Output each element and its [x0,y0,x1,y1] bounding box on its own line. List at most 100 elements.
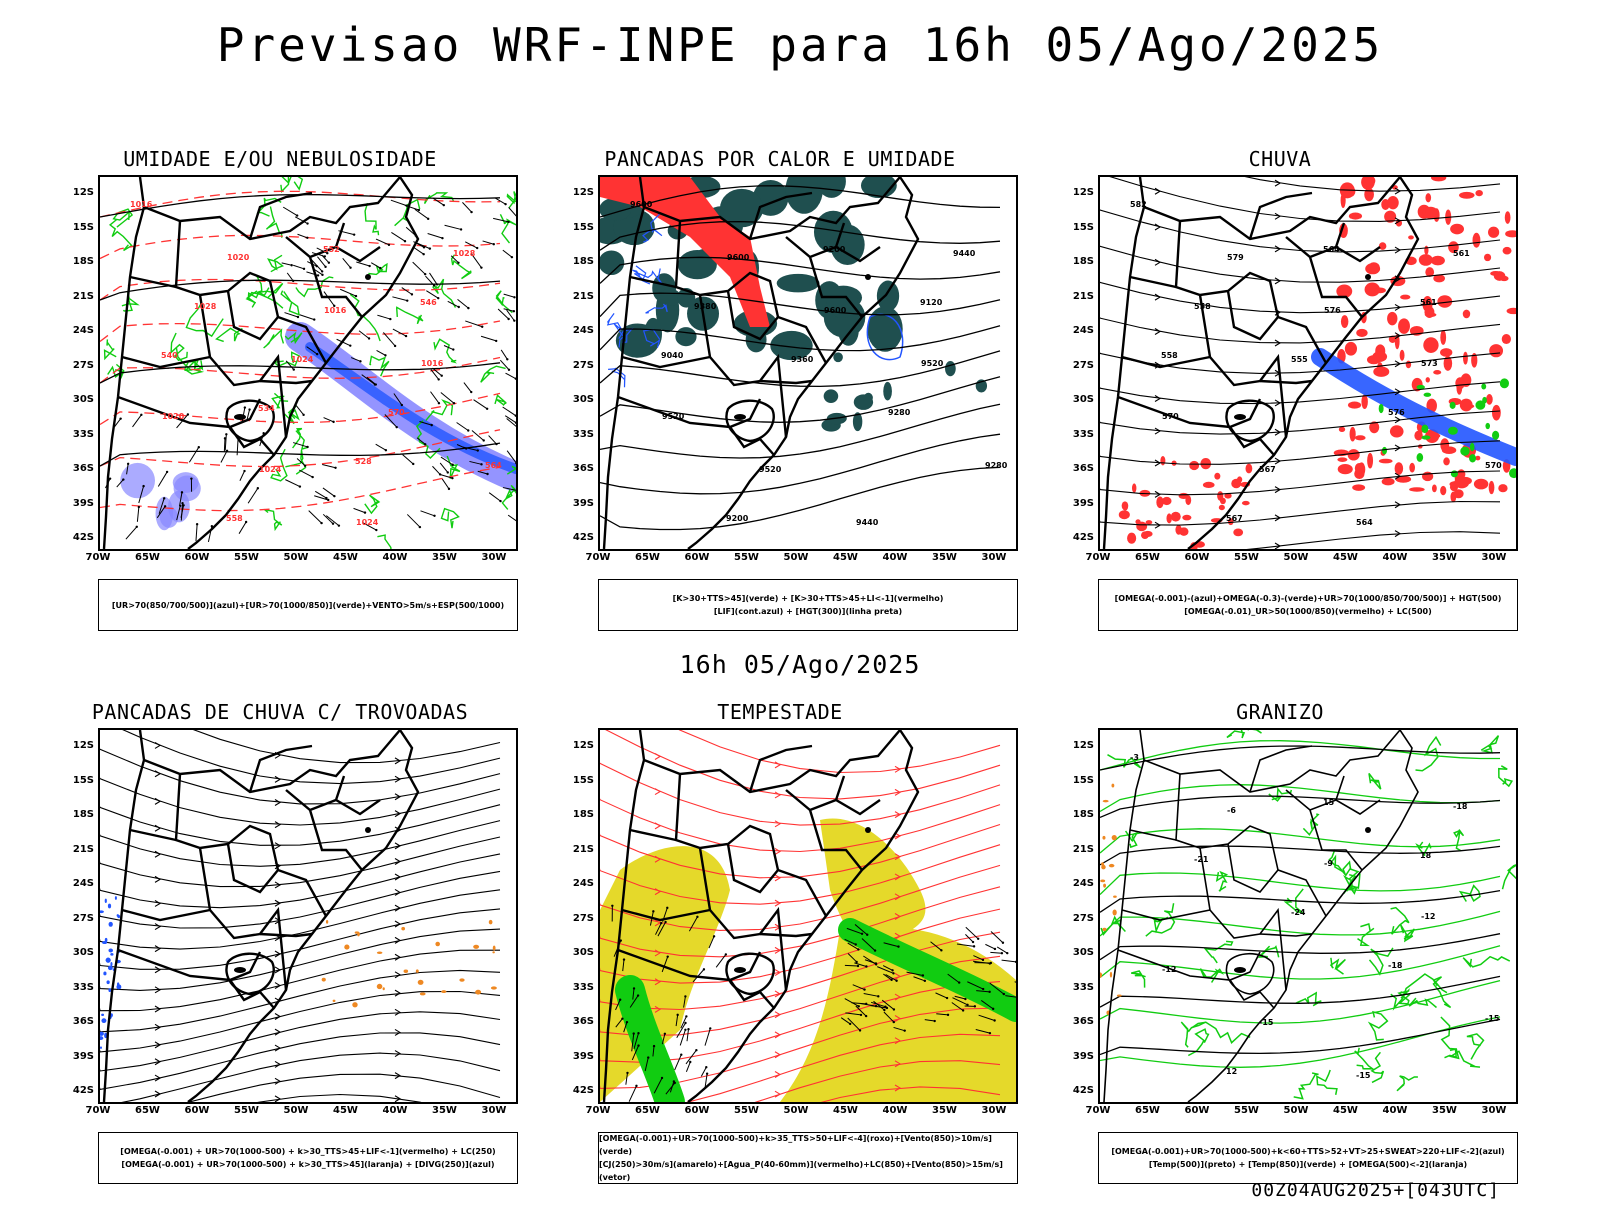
lat-tick-label: 30S [60,947,94,958]
lat-tick-label: 24S [60,878,94,889]
wind-vector-head [652,910,654,912]
precip-patch [877,281,899,312]
wind-vector [376,444,386,450]
lat-tick-label: 39S [1060,1051,1094,1062]
lat-tick-label: 18S [560,809,594,820]
precip-patch [108,988,111,992]
lat-tick-label: 27S [560,913,594,924]
precip-patch [1110,972,1112,978]
precip-patch [883,382,892,401]
wind-vector-head [190,477,192,479]
wind-vector-head [989,1032,991,1034]
precip-patch [1417,453,1424,462]
humidity-contour [607,313,622,335]
wind-vector [248,488,258,503]
precip-patch [1102,836,1105,840]
wind-vector-head [687,1028,689,1030]
wind-vector-head [164,505,166,507]
panel-title: CHUVA [1040,147,1520,171]
wind-vector-head [405,335,407,337]
contour-label: 579 [1227,253,1244,262]
country-border [786,790,880,814]
lon-tick-label: 30W [974,1105,1014,1116]
lat-tick-label: 42S [560,1085,594,1096]
streamline-arrow [1155,259,1160,265]
wind-vector-head [513,310,515,312]
wind-vector-head [324,255,326,257]
contour-label: -3 [1130,753,1139,762]
contour-label: -12 [1162,965,1176,974]
precip-patch [493,945,496,950]
wind-vector-head [883,1009,885,1011]
wind-vector-head [375,383,377,385]
wind-vector-head [375,529,377,531]
contour-label: 564 [1356,518,1373,527]
streamline [1100,177,1500,221]
precip-patch [1171,512,1181,522]
lat-tick-label: 36S [60,463,94,474]
lon-tick-label: 50W [776,1105,816,1116]
country-border [260,934,312,936]
country-border [130,830,176,840]
wind-vector-head [857,965,859,967]
precip-patch [1426,377,1430,382]
precip-patch [1431,256,1445,266]
precip-patch [1355,435,1366,440]
wind-vector-head [304,465,306,467]
wind-vector [324,292,334,306]
lon-tick-label: 60W [177,1105,217,1116]
streamline-arrow [275,983,280,989]
wind-vector [377,350,386,355]
lon-tick-label: 50W [1276,1105,1316,1116]
lat-tick-label: 15S [560,222,594,233]
humidity-contour [268,255,282,271]
wind-vector-head [865,1015,867,1017]
contour-label: 582 [1130,200,1147,209]
wind-vector-head [859,1029,861,1031]
precip-patch [1337,457,1347,462]
precip-patch [1182,515,1191,521]
precip-patch [344,945,349,950]
humidity-contour [105,339,117,358]
lat-tick-label: 21S [1060,844,1094,855]
wind-vector-head [333,495,335,497]
contour-label: 570 [1485,461,1502,470]
wind-vector-head [695,1049,697,1051]
lon-tick-label: 30W [1474,1105,1514,1116]
precip-patch [108,949,113,953]
wind-vector [371,263,380,268]
humidity-contour [1399,990,1409,1004]
wind-vector-head [626,1021,628,1023]
wind-vector-head [457,262,459,264]
lon-tick-label: 65W [128,552,168,563]
wind-vector-head [875,963,877,965]
wind-vector [629,1086,636,1102]
lat-tick-label: 33S [1060,429,1094,440]
precip-patch [1379,459,1393,464]
contour-label: 12 [1226,1067,1237,1076]
wind-vector-head [433,284,435,286]
wind-vector [285,480,300,487]
precip-patch [1136,522,1147,532]
wind-vector [504,294,515,297]
precip-patch [1421,425,1428,433]
isoline [1100,785,1500,812]
lon-tick-label: 50W [276,1105,316,1116]
streamline-arrow [155,900,160,906]
wind-vector-head [179,505,181,507]
wind-vector [224,438,225,451]
wind-vector [322,465,335,468]
contour-label: 558 [1194,302,1211,311]
lat-tick-label: 42S [60,1085,94,1096]
wind-vector-head [982,988,984,990]
wind-vector-head [424,273,426,275]
wind-vector-head [666,907,668,909]
streamline-arrow [275,800,280,806]
country-border [310,810,362,870]
precip-patch [174,476,201,502]
humidity-contour [1331,958,1346,974]
wind-vector-head [924,980,926,982]
wind-vector [433,368,442,376]
precip-patch [1341,315,1348,328]
